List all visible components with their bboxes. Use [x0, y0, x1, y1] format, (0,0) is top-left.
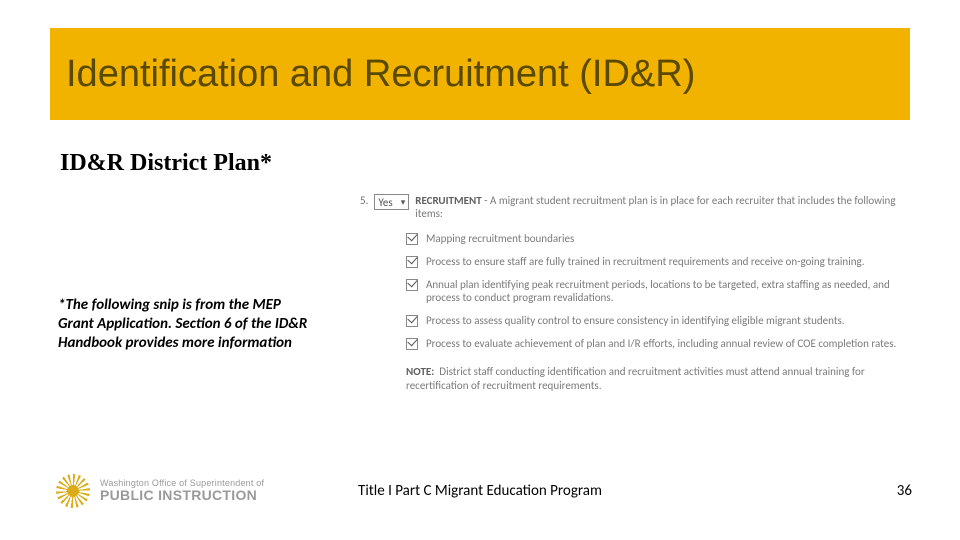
list-item: Process to ensure staff are fully traine… [406, 255, 900, 269]
form-snip: 5. Yes ▾ RECRUITMENT - A migrant student… [360, 194, 900, 394]
checkbox-icon[interactable] [406, 256, 418, 268]
title-bar: Identification and Recruitment (ID&R) [50, 28, 910, 120]
list-item: Process to evaluate achievement of plan … [406, 337, 900, 351]
chevron-down-icon: ▾ [401, 197, 406, 208]
checklist-label: Process to assess quality control to ens… [426, 314, 845, 328]
snip-dropdown[interactable]: Yes ▾ [374, 194, 409, 210]
footer-center: Title I Part C Migrant Education Program [0, 482, 960, 500]
page-number: 36 [897, 482, 912, 500]
note-label: NOTE: [406, 365, 434, 378]
snip-note: NOTE: District staff conducting identifi… [406, 365, 900, 395]
checkbox-icon[interactable] [406, 233, 418, 245]
checklist-label: Process to evaluate achievement of plan … [426, 337, 896, 351]
snip-dropdown-value: Yes [378, 196, 392, 209]
slide: Identification and Recruitment (ID&R) ID… [0, 0, 960, 540]
checkbox-icon[interactable] [406, 338, 418, 350]
checklist-label: Annual plan identifying peak recruitment… [426, 278, 900, 306]
slide-title: Identification and Recruitment (ID&R) [66, 53, 695, 96]
slide-subtitle: ID&R District Plan* [60, 150, 272, 177]
snip-header-row: 5. Yes ▾ RECRUITMENT - A migrant student… [360, 194, 900, 220]
snip-lead-text: RECRUITMENT - A migrant student recruitm… [415, 194, 900, 220]
note-body: District staff conducting identification… [406, 365, 865, 393]
checkbox-icon[interactable] [406, 279, 418, 291]
checkbox-icon[interactable] [406, 315, 418, 327]
list-item: Mapping recruitment boundaries [406, 232, 900, 246]
list-item: Annual plan identifying peak recruitment… [406, 278, 900, 306]
checklist: Mapping recruitment boundaries Process t… [406, 232, 900, 351]
checklist-label: Process to ensure staff are fully traine… [426, 255, 864, 269]
checklist-label: Mapping recruitment boundaries [426, 232, 574, 246]
list-item: Process to assess quality control to ens… [406, 314, 900, 328]
snip-number: 5. [360, 194, 368, 207]
footnote-text: *The following snip is from the MEP Gran… [58, 296, 318, 352]
snip-lead-rest: - A migrant student recruitment plan is … [415, 194, 895, 220]
snip-lead-bold: RECRUITMENT [415, 194, 481, 207]
